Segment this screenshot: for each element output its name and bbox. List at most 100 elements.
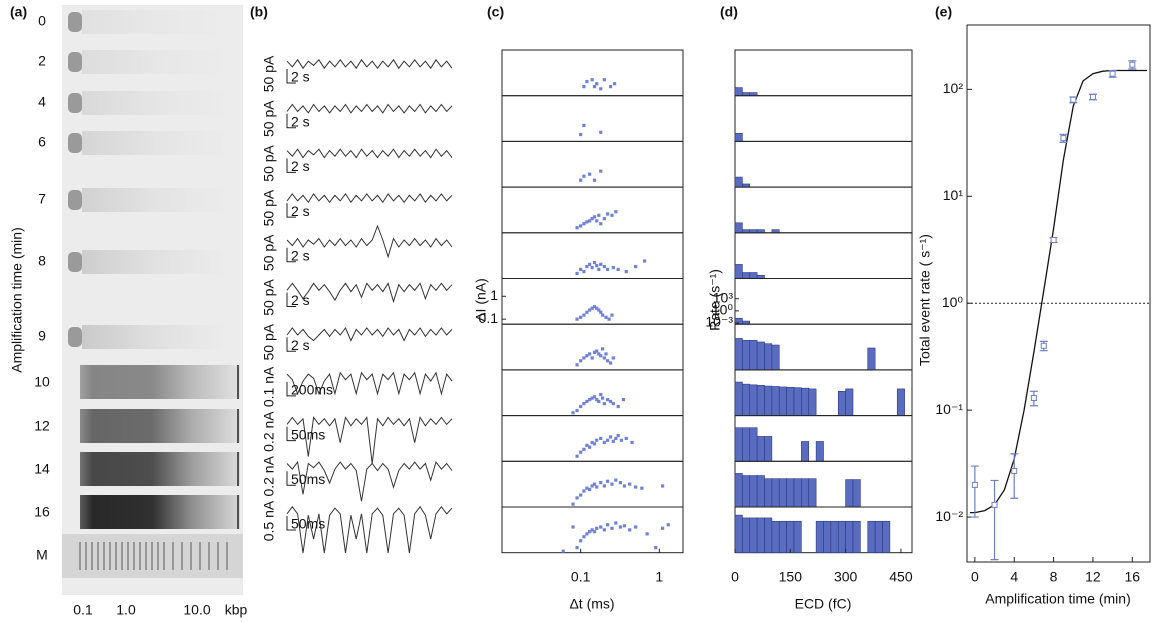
time-scale-label: 50ms	[291, 516, 325, 532]
event-point	[610, 526, 614, 530]
event-point	[585, 399, 589, 404]
lane-label: 9	[38, 328, 46, 344]
event-point	[595, 526, 599, 530]
event-point	[592, 442, 597, 446]
event-point	[579, 178, 583, 182]
histogram-bar	[749, 384, 758, 416]
subplot-frame	[734, 278, 913, 325]
x-tick-label: 4	[1010, 569, 1018, 585]
ladder-spot	[68, 12, 82, 32]
data-point	[1050, 237, 1057, 244]
event-point	[595, 398, 599, 402]
y-axis-label: Total event rate ( s⁻¹)	[917, 234, 933, 366]
event-point	[575, 496, 579, 500]
histogram-bar	[867, 347, 876, 371]
event-point	[597, 399, 601, 404]
data-point	[1129, 61, 1136, 68]
event-point	[612, 82, 617, 86]
event-point	[602, 484, 606, 488]
histogram-bar	[734, 133, 743, 142]
lane-label: 14	[34, 461, 50, 477]
data-point	[1109, 70, 1116, 77]
event-point	[624, 270, 628, 274]
histogram-bar	[764, 436, 773, 462]
histogram-bar	[756, 475, 765, 508]
histogram-bar	[756, 341, 765, 371]
event-point	[595, 82, 599, 86]
histogram-bar	[852, 520, 861, 553]
event-point	[588, 530, 592, 534]
event-point	[599, 222, 603, 226]
subplot-frame	[734, 95, 913, 142]
event-point	[590, 78, 594, 82]
time-scale-label: 2 s	[291, 158, 310, 174]
event-point	[599, 436, 603, 441]
event-point	[579, 450, 583, 454]
histogram-bar	[793, 520, 802, 553]
event-point	[590, 440, 594, 445]
event-point	[654, 546, 658, 550]
current-trace	[286, 58, 453, 70]
event-point	[585, 264, 589, 269]
gel-band	[82, 325, 232, 349]
y-axis-label: Rate (s⁻¹)	[707, 269, 723, 331]
event-point	[575, 454, 579, 458]
event-point	[575, 271, 579, 276]
event-point	[602, 356, 606, 360]
subplot-frame	[501, 460, 684, 508]
histogram-bar	[837, 520, 846, 553]
lane-label: 10	[34, 374, 50, 390]
histogram-bar	[823, 520, 832, 553]
event-point	[600, 347, 605, 351]
subplot-frame	[501, 232, 684, 280]
current-scale-label: 50 pA	[261, 279, 277, 316]
histogram-bar	[786, 386, 795, 416]
ladder-spot	[68, 327, 82, 347]
current-scale-label: 50 pA	[261, 189, 277, 226]
event-point	[611, 356, 615, 360]
lane-label: 4	[38, 94, 46, 110]
gel-band	[80, 409, 240, 443]
gel-band	[82, 50, 232, 74]
event-point	[605, 212, 610, 216]
event-point	[561, 549, 565, 553]
y-tick-label: 10⁻¹	[935, 401, 963, 417]
scale-bar	[286, 69, 296, 84]
lane-label: 16	[34, 504, 50, 520]
histogram-bar	[852, 479, 861, 508]
histogram-bar	[801, 441, 810, 462]
gel-band	[80, 452, 240, 486]
event-point	[579, 493, 583, 497]
gel-band	[82, 188, 232, 212]
subplot-frame	[501, 140, 684, 188]
histogram-bar	[734, 473, 743, 508]
event-point	[582, 174, 586, 178]
current-trace	[286, 371, 453, 396]
current-scale-label: 0.1 nA	[261, 366, 277, 407]
data-point	[1040, 342, 1047, 349]
event-point	[628, 482, 632, 486]
histogram-bar	[882, 520, 891, 553]
lane-label: M	[36, 547, 48, 563]
y-tick-label: 10¹	[943, 187, 964, 203]
histogram-bar	[845, 388, 854, 416]
current-trace	[286, 282, 453, 304]
x-tick-label: 0	[731, 569, 739, 585]
fit-curve	[970, 69, 1147, 514]
histogram-bar	[734, 222, 743, 234]
x-tick-label: 8	[1050, 569, 1058, 585]
event-point	[588, 172, 592, 176]
event-point	[590, 528, 594, 532]
event-point	[622, 524, 627, 528]
histogram-bar	[764, 343, 773, 371]
histogram-bar	[786, 478, 795, 508]
event-point	[660, 526, 665, 530]
x-tick-label: 150	[779, 569, 803, 585]
histogram-bar	[771, 344, 780, 371]
event-point	[608, 435, 613, 439]
current-trace	[286, 224, 453, 259]
event-point	[592, 350, 597, 354]
histogram-bar	[749, 272, 758, 279]
histogram-bar	[830, 520, 839, 553]
histogram-bar	[771, 386, 780, 416]
